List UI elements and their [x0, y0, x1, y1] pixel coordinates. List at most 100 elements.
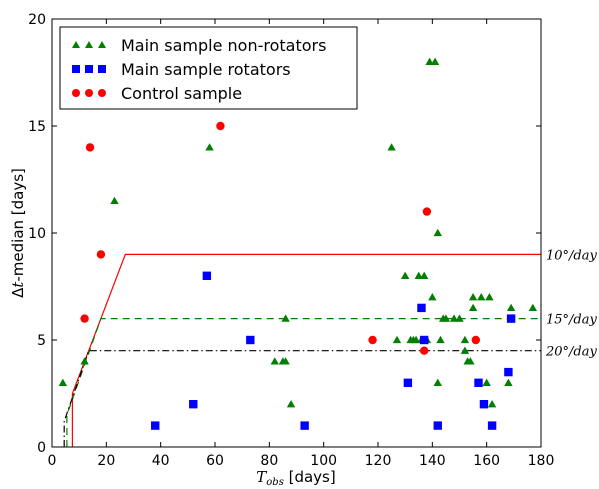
x-tick-label: 140: [419, 453, 446, 469]
point-series-0: [436, 335, 445, 344]
x-tick-label: 120: [365, 453, 392, 469]
point-series-0: [433, 378, 442, 386]
rotation-rate-lines: [63, 253, 541, 447]
legend-label-0: Main sample non-rotators: [121, 36, 326, 55]
point-series-0: [425, 57, 434, 65]
point-series-0: [411, 335, 421, 344]
legend-marker-0: [85, 41, 93, 48]
x-tick-label: 40: [152, 453, 170, 469]
point-series-0: [468, 293, 478, 301]
line-label-2: 20°/day: [545, 345, 597, 360]
point-series-1: [479, 400, 489, 409]
y-axis-title: Δt-median [days]: [9, 168, 27, 298]
point-series-1: [202, 271, 212, 280]
line-labels: 10°/day 15°/day 20°/day: [545, 248, 597, 359]
legend-marker-2: [85, 89, 93, 97]
rotation-line-2: [63, 350, 541, 447]
axis-ticks: 0 20 40 60 80 100 120 140 160 180 0 5 10 15 20: [28, 12, 554, 469]
legend-marker-1: [98, 65, 106, 73]
legend-box: [59, 26, 358, 110]
y-tick-label: 15: [28, 119, 46, 135]
rotation-line-1: [66, 318, 541, 447]
point-series-0: [460, 346, 470, 354]
x-tick-label: 0: [48, 453, 57, 469]
point-series-0: [205, 143, 214, 151]
point-series-1: [504, 367, 513, 377]
point-series-1: [474, 378, 483, 387]
point-series-1: [300, 421, 309, 430]
point-series-0: [449, 314, 459, 322]
point-series-0: [400, 271, 410, 279]
y-tick-label: 20: [28, 12, 46, 28]
x-tick-label: 100: [310, 453, 337, 469]
point-series-0: [528, 303, 538, 312]
x-tick-label: 20: [97, 453, 115, 469]
point-series-2: [422, 207, 432, 216]
point-series-0: [428, 293, 437, 301]
point-series-0: [477, 293, 486, 301]
point-series-0: [485, 293, 494, 301]
data-points: [58, 57, 538, 430]
x-tick-label: 160: [473, 453, 500, 469]
x-tick-label: 60: [206, 453, 224, 469]
point-series-1: [246, 335, 255, 345]
x-axis-title: Tobs [days]: [256, 468, 335, 488]
point-series-0: [286, 400, 296, 408]
legend-marker-1: [72, 65, 80, 73]
point-series-0: [482, 378, 491, 386]
legend-label-1: Main sample rotators: [121, 60, 291, 79]
point-series-1: [487, 421, 497, 430]
y-axis-title-t: t: [9, 281, 27, 288]
point-series-2: [216, 121, 225, 131]
point-series-2: [471, 335, 480, 345]
x-tick-label: 80: [260, 453, 278, 469]
point-series-0: [110, 196, 119, 205]
x-axis-title-unit: [days]: [284, 468, 336, 486]
point-series-0: [419, 271, 429, 279]
legend-marker-1: [85, 65, 93, 73]
point-series-1: [417, 303, 426, 313]
y-tick-label: 5: [37, 333, 46, 349]
point-series-2: [85, 143, 95, 152]
rotation-line-0: [71, 253, 541, 447]
point-series-1: [433, 421, 442, 430]
legend: Main sample non-rotators Main sample rota…: [59, 26, 358, 110]
x-axis-title-sub: obs: [266, 477, 284, 488]
x-tick-label: 180: [528, 453, 555, 469]
point-series-1: [506, 314, 516, 323]
legend-marker-2: [98, 89, 106, 97]
point-series-0: [414, 271, 423, 279]
point-series-2: [368, 335, 377, 345]
point-series-0: [430, 57, 440, 65]
legend-label-2: Control sample: [121, 84, 242, 103]
point-series-2: [419, 346, 429, 355]
point-series-0: [455, 314, 464, 322]
y-tick-label: 10: [28, 226, 46, 242]
point-series-0: [504, 378, 513, 386]
point-series-0: [506, 303, 516, 312]
point-series-0: [468, 303, 478, 312]
point-series-0: [58, 378, 68, 386]
y-axis-title-delta: Δ: [9, 287, 27, 298]
point-series-1: [419, 335, 429, 345]
point-series-0: [281, 314, 290, 322]
point-series-0: [441, 314, 451, 322]
line-label-1: 15°/day: [546, 313, 597, 328]
y-tick-label: 0: [37, 440, 46, 456]
y-axis-title-rest: -median [days]: [9, 168, 27, 282]
point-series-0: [433, 228, 442, 237]
legend-marker-0: [98, 41, 106, 48]
point-series-0: [80, 357, 89, 365]
point-series-0: [466, 357, 475, 365]
point-series-2: [96, 250, 106, 259]
point-series-0: [387, 143, 396, 151]
point-series-0: [487, 400, 497, 408]
line-label-0: 10°/day: [546, 248, 597, 263]
point-series-1: [151, 421, 160, 430]
point-series-0: [281, 357, 290, 365]
point-series-1: [189, 400, 198, 409]
point-series-0: [270, 357, 279, 365]
x-axis-title-main: T: [256, 468, 267, 486]
point-series-0: [460, 335, 470, 344]
point-series-0: [392, 335, 402, 344]
